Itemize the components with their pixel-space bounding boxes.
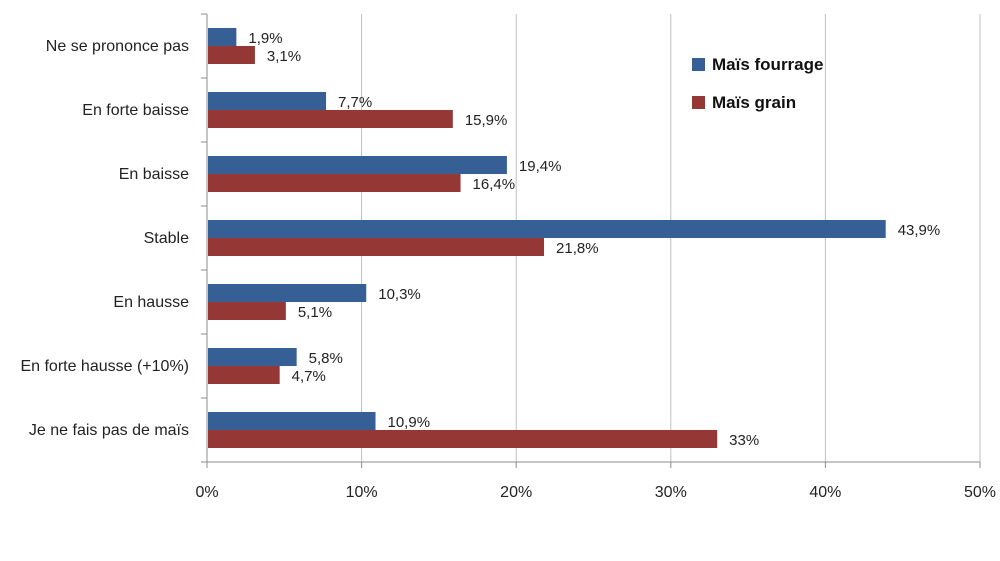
bar-mais-grain — [208, 110, 453, 128]
category-label: En hausse — [113, 294, 189, 311]
bar-mais-fourrage — [208, 220, 886, 238]
data-label: 7,7% — [338, 94, 372, 111]
bar-mais-fourrage — [208, 156, 507, 174]
data-label: 5,8% — [309, 350, 343, 367]
data-label: 3,1% — [267, 48, 301, 65]
category-label: En forte baisse — [82, 102, 189, 119]
data-label: 16,4% — [473, 176, 516, 193]
data-label: 1,9% — [248, 30, 282, 47]
bar-mais-grain — [208, 238, 545, 256]
bar-mais-grain — [208, 302, 286, 320]
legend-swatch — [692, 96, 705, 109]
bar-mais-grain — [208, 46, 255, 64]
legend-label: Maïs fourrage — [712, 55, 823, 74]
bar-mais-grain — [208, 430, 718, 448]
bar-mais-fourrage — [208, 284, 367, 302]
legend-swatch — [692, 58, 705, 71]
x-tick-label: 30% — [655, 484, 687, 501]
data-label: 43,9% — [898, 222, 941, 239]
bar-mais-fourrage — [208, 412, 376, 430]
category-label: Ne se prononce pas — [46, 38, 189, 55]
category-label: Stable — [144, 230, 189, 247]
legend-label: Maïs grain — [712, 93, 796, 112]
category-label: Je ne fais pas de maïs — [29, 422, 189, 439]
bar-mais-grain — [208, 366, 280, 384]
x-tick-label: 40% — [809, 484, 841, 501]
bar-mais-fourrage — [208, 348, 297, 366]
x-tick-label: 0% — [195, 484, 218, 501]
data-label: 10,9% — [388, 414, 431, 431]
data-label: 4,7% — [292, 368, 326, 385]
x-tick-label: 10% — [346, 484, 378, 501]
data-label: 33% — [729, 432, 759, 449]
bar-mais-fourrage — [208, 28, 237, 46]
data-label: 10,3% — [378, 286, 421, 303]
category-label: En forte hausse (+10%) — [20, 358, 189, 375]
data-label: 21,8% — [556, 240, 599, 257]
category-label: En baisse — [119, 166, 189, 183]
data-label: 15,9% — [465, 112, 508, 129]
bar-mais-grain — [208, 174, 461, 192]
bar-mais-fourrage — [208, 92, 327, 110]
x-tick-label: 20% — [500, 484, 532, 501]
x-tick-label: 50% — [964, 484, 996, 501]
data-label: 19,4% — [519, 158, 562, 175]
data-label: 5,1% — [298, 304, 332, 321]
